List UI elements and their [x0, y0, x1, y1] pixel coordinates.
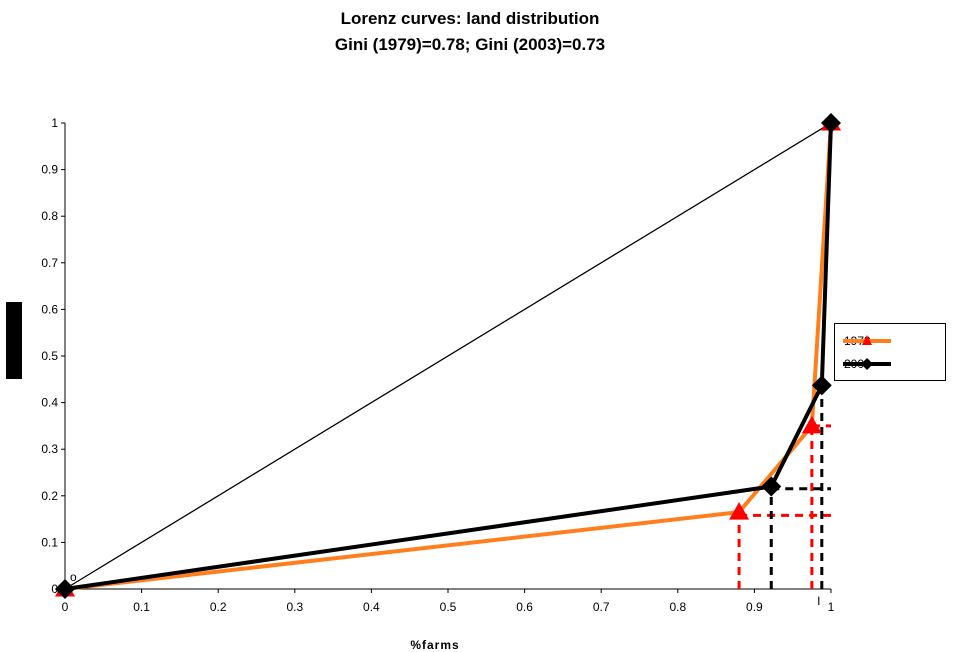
chart-title-line-1: Lorenz curves: land distribution	[340, 9, 600, 28]
x-tick-label: 0.4	[363, 600, 380, 614]
y-tick-label: 0.1	[41, 535, 58, 549]
equality-line	[64, 122, 832, 590]
x-tick-label: 0.6	[516, 600, 533, 614]
point-2003	[811, 375, 832, 396]
legend: 1979 2003	[834, 323, 946, 381]
chart-title: Lorenz curves: land distribution Gini (1…	[0, 6, 940, 58]
series-line-1979	[64, 122, 833, 591]
x-tick-label: 0.7	[593, 600, 610, 614]
y-tick-label: 0.5	[41, 349, 58, 363]
series-lines	[64, 122, 833, 591]
y-tick-label: 0.8	[41, 209, 58, 223]
axes: 0 0.1 0.2 0.3 0.4 0.5 0.6 0.7 0.8 0.9 1 0 0.1 0.2 0.3 0…	[41, 116, 834, 614]
point-2003	[821, 113, 841, 133]
x-tick-label: 0.5	[440, 600, 457, 614]
y-tick-label: 1	[51, 116, 58, 130]
x-tick-label: 0.9	[746, 600, 763, 614]
y-tick-label: 0	[51, 582, 58, 596]
legend-swatch-2003	[843, 358, 891, 370]
y-tick-label: 0.4	[41, 396, 58, 410]
annotation-i: I	[817, 594, 820, 608]
legend-item-2003: 2003	[841, 355, 891, 373]
y-tick-label: 0.9	[41, 163, 58, 177]
y-tick-label: 0.6	[41, 302, 58, 316]
x-tick-label: 1	[828, 600, 835, 614]
annotation-o: o	[70, 570, 77, 584]
point-1979	[801, 415, 822, 434]
x-tick-label: 0	[62, 600, 69, 614]
y-axis-label-redacted	[6, 302, 22, 379]
point-2003	[761, 476, 782, 497]
chart-title-line-2: Gini (1979)=0.78; Gini (2003)=0.73	[334, 35, 606, 54]
y-tick-label: 0.2	[41, 489, 58, 503]
series-line-2003	[64, 122, 833, 591]
reference-lines	[737, 383, 831, 589]
x-axis-title: %farms	[410, 638, 459, 652]
y-tick-label: 0.3	[41, 442, 58, 456]
legend-swatch-1979	[843, 335, 891, 345]
point-2003	[55, 579, 75, 599]
y-tick-label: 0.7	[41, 256, 58, 270]
series-markers	[55, 113, 841, 599]
x-tick-label: 0.2	[210, 600, 227, 614]
x-tick-label: 0.8	[669, 600, 686, 614]
point-1979	[729, 502, 750, 520]
x-tick-label: 0.1	[133, 600, 150, 614]
legend-item-1979: 1979	[841, 332, 891, 350]
x-tick-label: 0.3	[286, 600, 303, 614]
annotations: oI	[70, 570, 820, 608]
